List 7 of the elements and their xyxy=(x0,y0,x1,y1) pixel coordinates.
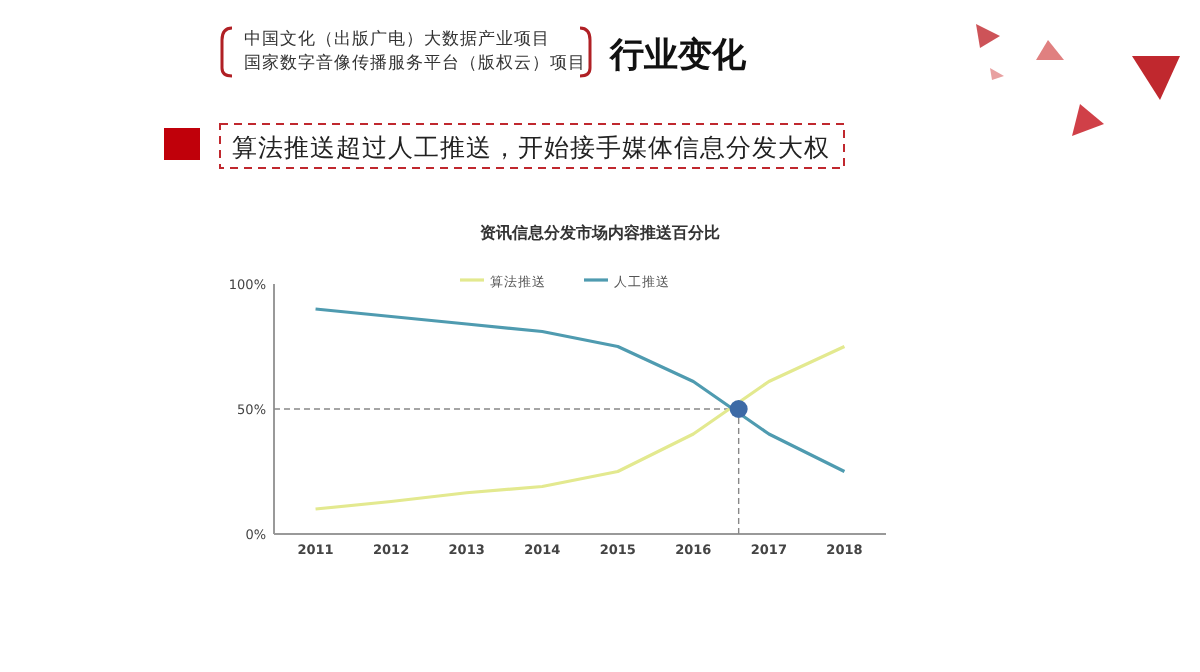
line-series xyxy=(313,307,847,474)
text: 中国文化（出版广电）大数据产业项目 xyxy=(244,28,550,50)
chart-title: 资讯信息分发市场内容推送百分比 xyxy=(480,222,720,242)
text: 国家数字音像传播服务平台（版权云）项目 xyxy=(244,52,586,74)
text: 行业变化 xyxy=(608,36,748,76)
text: 算法推送超过人工推送，开始接手媒体信息分发大权 xyxy=(232,132,830,162)
line-series xyxy=(313,344,847,511)
